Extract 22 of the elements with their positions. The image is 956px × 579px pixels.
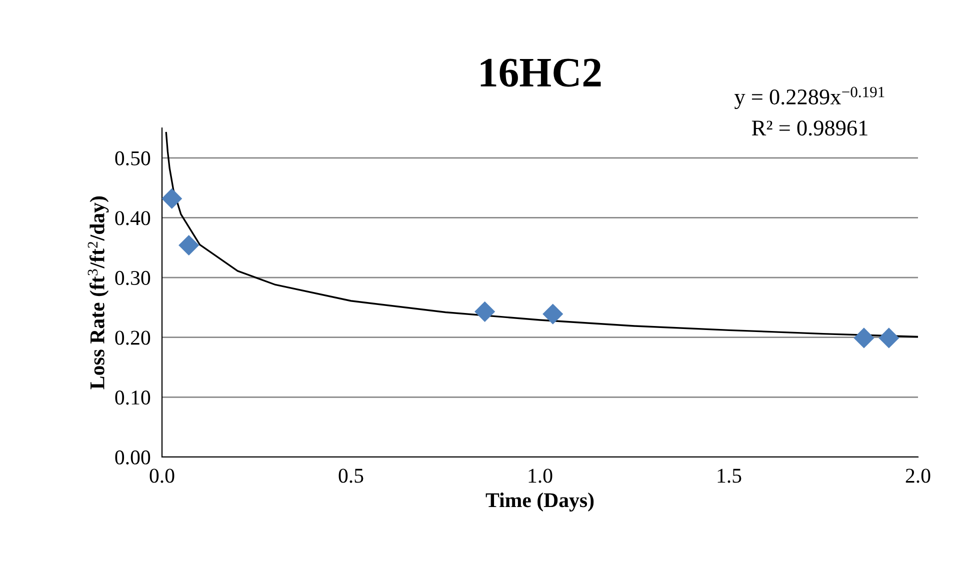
y-tick-label: 0.50 [115, 151, 150, 166]
point [178, 234, 200, 256]
x-tick-label: 0.0 [150, 468, 174, 483]
y-tick-label: 0.30 [115, 270, 150, 286]
x-tick-label: 1.5 [718, 468, 742, 483]
point [542, 304, 564, 324]
y-tick-label: 0.10 [115, 390, 150, 405]
point [474, 301, 496, 322]
y-tick-label: 0.20 [115, 330, 150, 345]
x-tick-label: 2.0 [906, 468, 930, 483]
x-tick-label: 0.5 [338, 468, 364, 483]
text: y = 0.2289x$^{−0.191}$ [734, 86, 884, 110]
x-tick-label: 1.0 [528, 468, 552, 483]
chart-title: 16HC2 [480, 58, 601, 87]
y-tick-label: 0.00 [115, 450, 150, 465]
y-tick-label: 0.40 [115, 211, 150, 226]
y-axis-title: Loss Rate (ft$^{3}$/ft$^{2}$/day) [88, 196, 109, 390]
point [854, 328, 874, 348]
annotation: R² = 0.98961 [752, 120, 868, 136]
point [162, 188, 182, 209]
x-axis-title: Time (Days) [486, 492, 594, 512]
point [878, 328, 900, 348]
